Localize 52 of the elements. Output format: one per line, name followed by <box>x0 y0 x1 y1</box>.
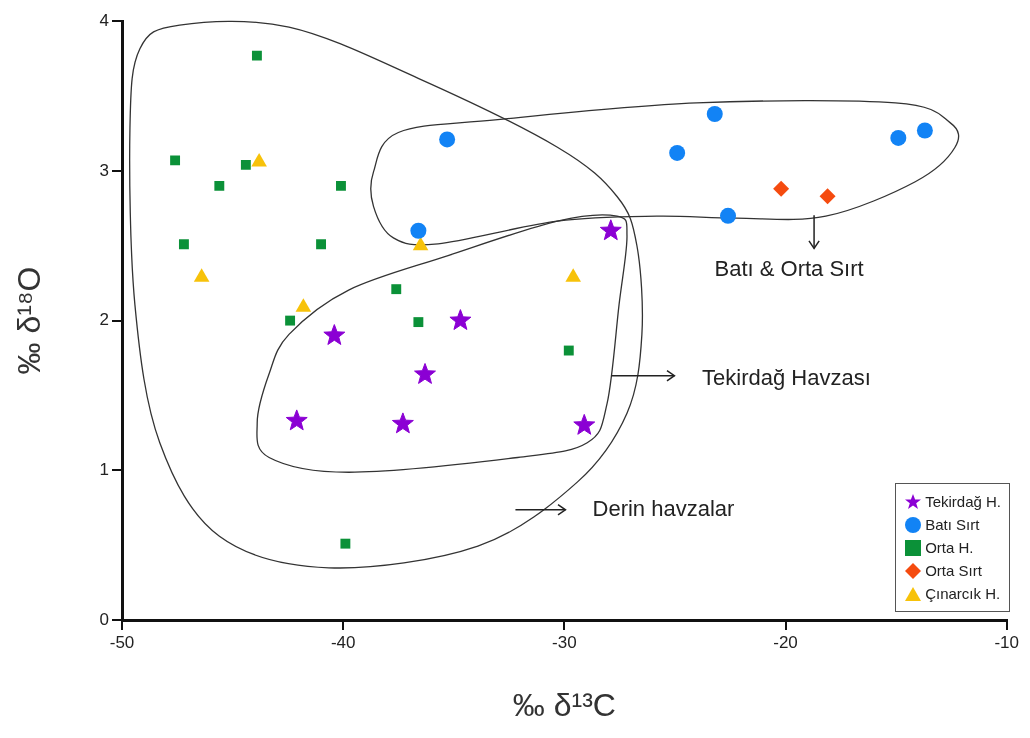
y-tick-label: 1 <box>99 459 109 479</box>
y-tick-label: 3 <box>99 160 109 180</box>
point <box>773 180 790 197</box>
point <box>323 324 346 345</box>
point <box>410 222 427 239</box>
point <box>414 362 436 384</box>
legend-label: Çınarcık H. <box>925 585 1001 602</box>
point <box>336 180 346 191</box>
point <box>178 239 189 250</box>
point <box>720 207 737 224</box>
point <box>412 236 429 251</box>
point <box>563 345 574 356</box>
point <box>819 188 836 205</box>
annotation: Batı & Orta Sırt <box>714 256 864 282</box>
point <box>170 155 181 166</box>
point <box>285 315 296 326</box>
point <box>439 131 456 148</box>
x-tick-label: -50 <box>109 632 135 652</box>
y-tick-label: 4 <box>99 10 109 30</box>
x-axis-title: ‰ δ¹³C <box>512 686 616 723</box>
point <box>391 412 414 434</box>
annotation: Derin havzalar <box>592 495 735 521</box>
point <box>669 144 686 161</box>
y-tick-label: 2 <box>99 310 109 330</box>
y-axis-title: ‰ δ¹⁸O <box>11 266 48 375</box>
point <box>916 122 933 139</box>
point <box>890 129 907 146</box>
legend-label: Batı Sırt <box>925 516 980 533</box>
legend-label: Tekirdağ H. <box>925 493 1001 510</box>
point <box>573 413 596 435</box>
x-tick-label: -40 <box>330 632 356 652</box>
point <box>214 180 225 191</box>
point <box>565 268 581 282</box>
y-tick-label: 0 <box>99 609 109 629</box>
point <box>240 159 251 170</box>
x-tick-label: -10 <box>994 632 1019 652</box>
point <box>340 538 351 549</box>
point <box>706 106 723 123</box>
point <box>316 239 327 250</box>
point <box>413 317 424 328</box>
legend-label: Orta H. <box>925 539 974 556</box>
x-tick-label: -20 <box>773 632 798 652</box>
point <box>449 309 472 330</box>
point <box>193 268 210 282</box>
point <box>295 298 312 312</box>
legend-label: Orta Sırt <box>925 562 982 579</box>
point <box>285 409 308 431</box>
point <box>599 219 622 241</box>
x-tick-label: -30 <box>552 632 577 652</box>
point <box>251 50 262 61</box>
point <box>391 284 402 295</box>
annotation: Tekirdağ Havzası <box>702 364 871 390</box>
